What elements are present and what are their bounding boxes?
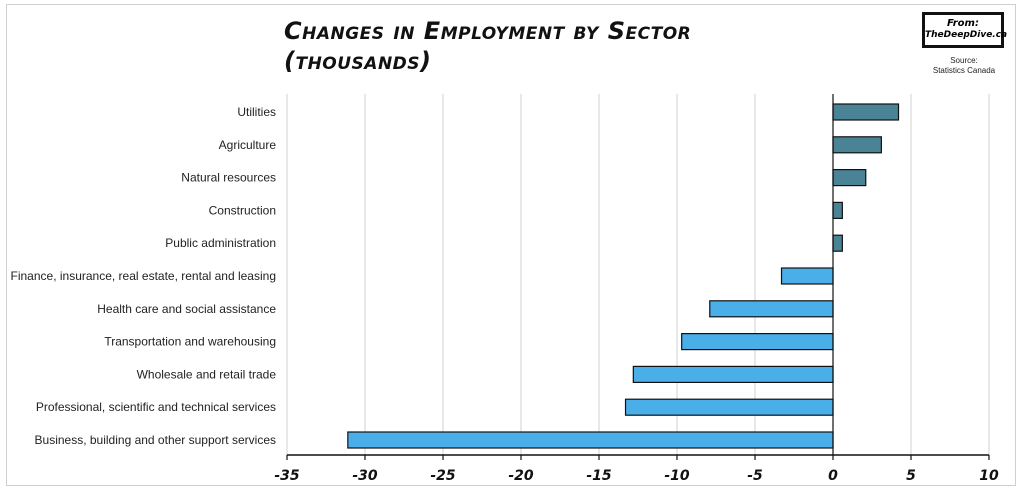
bar-3 (832, 201, 843, 219)
bar-8 (632, 365, 834, 383)
bar-6 (709, 300, 834, 318)
source-badge: From: TheDeepDive.ca (922, 12, 1008, 48)
badge-from: From: (947, 18, 979, 29)
source-note: Source: Statistics Canada (918, 56, 1010, 76)
bar-9 (624, 398, 834, 416)
chart-frame (6, 4, 1016, 486)
chart-title-line2: (thousands) (284, 47, 432, 75)
x-tick-label-1: -30 (352, 468, 378, 484)
x-tick-label-3: -20 (508, 468, 534, 484)
badge-site: TheDeepDive.ca (925, 30, 1008, 40)
category-label-3: Construction (209, 203, 276, 217)
category-label-0: Utilities (237, 105, 276, 119)
bar-0 (832, 103, 900, 121)
x-tick-label-5: -10 (664, 468, 690, 484)
source-name: Statistics Canada (932, 66, 996, 75)
category-label-7: Transportation and warehousing (104, 335, 276, 349)
chart-title-line1: Changes in Employment by Sector (284, 17, 692, 45)
bar-4 (832, 234, 843, 252)
x-tick-label-2: -25 (430, 468, 456, 484)
bar-10 (347, 431, 834, 449)
chart-title: Changes in Employment by Sector (thousan… (284, 16, 691, 76)
category-label-2: Natural resources (181, 171, 276, 185)
category-label-1: Agriculture (219, 138, 277, 152)
bar-1 (832, 136, 882, 154)
bar-7 (681, 333, 834, 351)
bar-2 (832, 169, 867, 187)
x-tick-label-7: 0 (828, 468, 838, 484)
x-tick-label-8: 5 (906, 468, 916, 484)
source-label: Source: (950, 56, 978, 65)
x-tick-label-4: -15 (586, 468, 612, 484)
category-label-9: Professional, scientific and technical s… (36, 400, 276, 414)
bar-5 (780, 267, 834, 285)
x-tick-label-0: -35 (274, 468, 300, 484)
category-label-4: Public administration (165, 236, 276, 250)
category-label-8: Wholesale and retail trade (137, 367, 277, 381)
x-tick-label-9: 10 (979, 468, 999, 484)
x-tick-label-6: -5 (747, 468, 763, 484)
category-label-5: Finance, insurance, real estate, rental … (11, 269, 277, 283)
category-label-10: Business, building and other support ser… (35, 433, 276, 447)
category-label-6: Health care and social assistance (97, 302, 276, 316)
